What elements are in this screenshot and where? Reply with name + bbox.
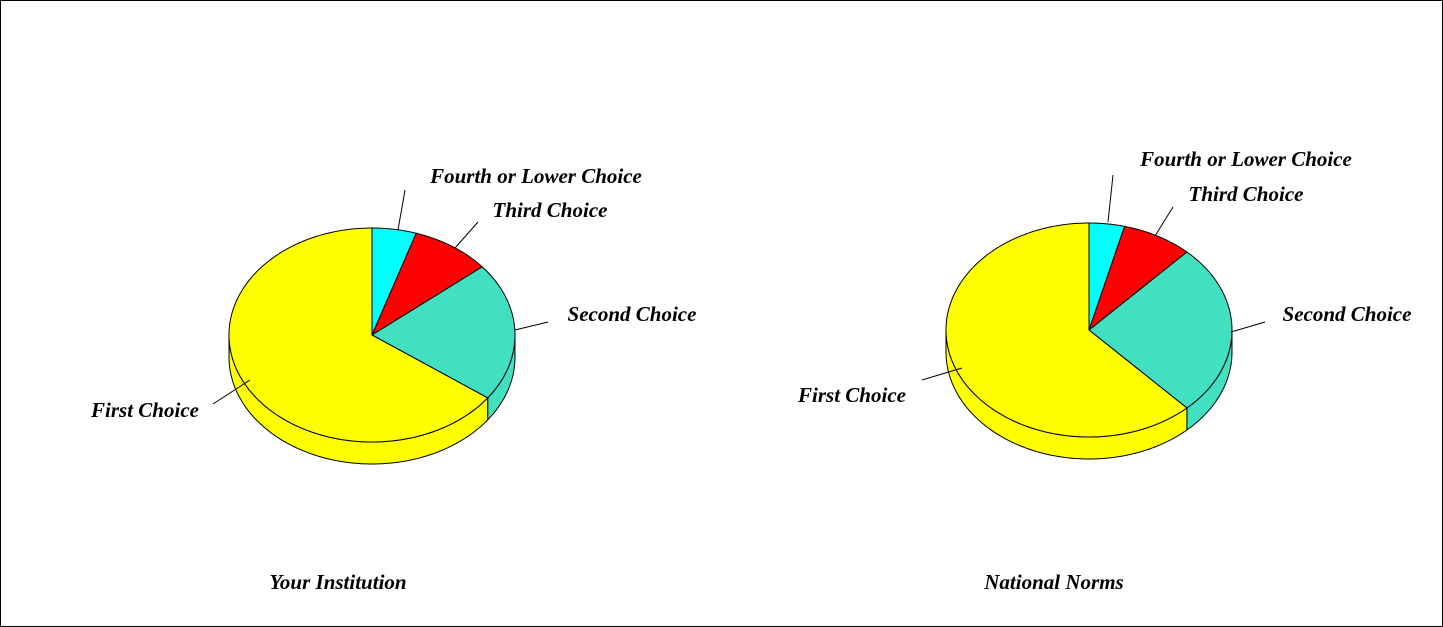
slice	[1088, 251, 1233, 409]
leader-line	[514, 321, 549, 331]
slice	[371, 227, 417, 336]
leader-line	[1230, 321, 1266, 333]
leader-line	[454, 221, 479, 249]
slice-label: Third Choice	[1189, 182, 1304, 206]
slice	[370, 232, 484, 337]
leader-line	[921, 367, 963, 381]
slice-label: Second Choice	[1283, 302, 1412, 326]
leader-line	[1107, 174, 1114, 223]
chart-title: Your Institution	[269, 570, 406, 594]
leader-line	[212, 379, 251, 405]
slice-label: Third Choice	[493, 198, 608, 222]
slice-label: Second Choice	[568, 302, 697, 326]
slice	[1087, 225, 1188, 332]
chart-title: National Norms	[983, 570, 1123, 594]
slice-label: Fourth or Lower Choice	[429, 164, 642, 188]
slice	[371, 266, 516, 399]
leader-line	[397, 189, 406, 231]
slice-label: Fourth or Lower Choice	[1139, 147, 1352, 171]
slice-label: First Choice	[90, 398, 199, 422]
slice-label: First Choice	[797, 383, 906, 407]
leader-line	[1154, 206, 1174, 237]
